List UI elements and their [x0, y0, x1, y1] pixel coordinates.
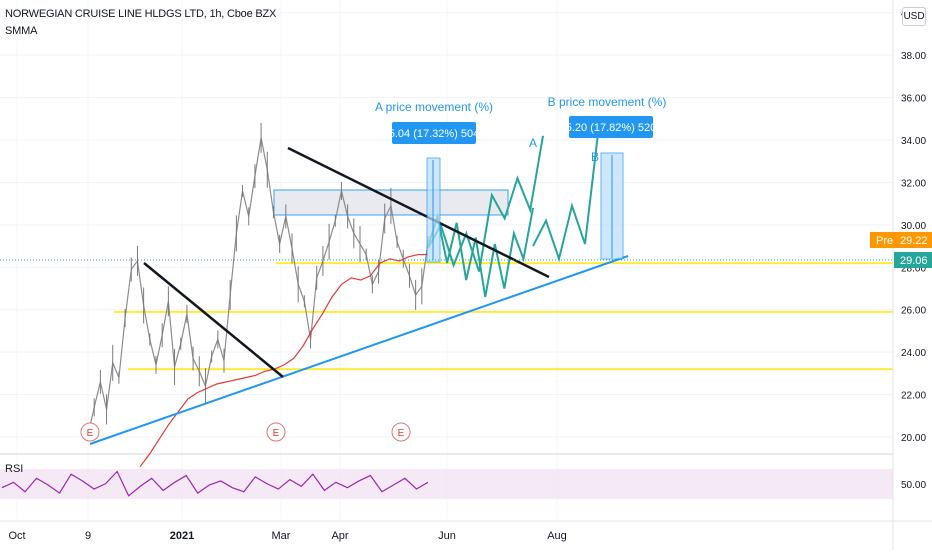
y-tick-label: 32.00	[901, 178, 926, 189]
y-tick-label: 22.00	[901, 391, 926, 402]
indicator-label: SMMA	[5, 25, 38, 37]
last-tag-value: 29.06	[900, 255, 928, 267]
y-tick-label: 30.00	[901, 221, 926, 232]
earnings-label: E	[87, 428, 94, 439]
earnings-marker-2[interactable]: E	[266, 422, 286, 442]
x-tick-label: Mar	[272, 530, 291, 542]
projection-path[interactable]	[427, 135, 544, 272]
series-layer	[1, 122, 599, 497]
pre-price-tag: Pre 29.22	[870, 232, 932, 248]
time-axis[interactable]: Oct 9 2021 Mar Apr Jun Aug	[8, 530, 566, 542]
y-tick-label: 28.00	[901, 263, 926, 274]
rsi-band	[0, 469, 893, 499]
smma-line[interactable]	[139, 253, 428, 468]
downtrend-line-1[interactable]	[143, 262, 284, 378]
x-tick-label: Oct	[8, 530, 25, 542]
x-tick-label: Jun	[438, 530, 456, 542]
y-tick-label: 34.00	[901, 136, 926, 147]
last-price-tag: 29.06	[894, 252, 932, 268]
rsi-level-label: 50.00	[901, 480, 926, 491]
support-levels	[114, 262, 893, 371]
y-tick-label: 38.00	[901, 51, 926, 62]
chart-title: NORWEGIAN CRUISE LINE HLDGS LTD, 1h, Cbo…	[5, 8, 277, 20]
y-tick-label: 24.00	[901, 348, 926, 359]
rsi-label: RSI	[5, 463, 23, 475]
point-a-label: A	[529, 136, 537, 150]
earnings-marker-3[interactable]: E	[391, 422, 411, 442]
y-tick-label: 20.00	[901, 433, 926, 444]
y-tick-label: 26.00	[901, 306, 926, 317]
a-value-label: 5.04 (17.32%) 504	[389, 128, 480, 140]
earnings-label: E	[273, 428, 280, 439]
pre-tag-label: Pre	[876, 235, 893, 247]
uptrend-line[interactable]	[89, 255, 629, 445]
price-series-line[interactable]	[87, 137, 429, 436]
currency-button[interactable]: USD	[902, 7, 926, 26]
price-axis[interactable]: 40.0038.0036.0034.0032.0030.0028.0026.00…	[901, 9, 926, 444]
x-tick-label: Aug	[547, 530, 567, 542]
x-tick-label: 9	[85, 530, 91, 542]
rsi-line[interactable]	[1, 470, 429, 497]
b-value-box	[569, 116, 653, 138]
projection-path[interactable]	[427, 207, 534, 298]
projection-path[interactable]	[532, 133, 599, 263]
pre-tag-value: 29.22	[900, 235, 928, 247]
point-b-label: B	[591, 150, 599, 164]
downtrend-line-2[interactable]	[287, 146, 550, 279]
b-value-label: 5.20 (17.82%) 520	[566, 122, 657, 134]
a-value-box	[392, 122, 476, 144]
x-tick-label: Apr	[331, 530, 348, 542]
x-tick-label: 2021	[170, 530, 194, 542]
earnings-label: E	[398, 428, 405, 439]
y-tick-label: 36.00	[901, 94, 926, 105]
earnings-marker-1[interactable]: E	[80, 422, 100, 442]
a-title-label: A price movement (%)	[375, 100, 493, 114]
b-title-label: B price movement (%)	[548, 95, 667, 109]
